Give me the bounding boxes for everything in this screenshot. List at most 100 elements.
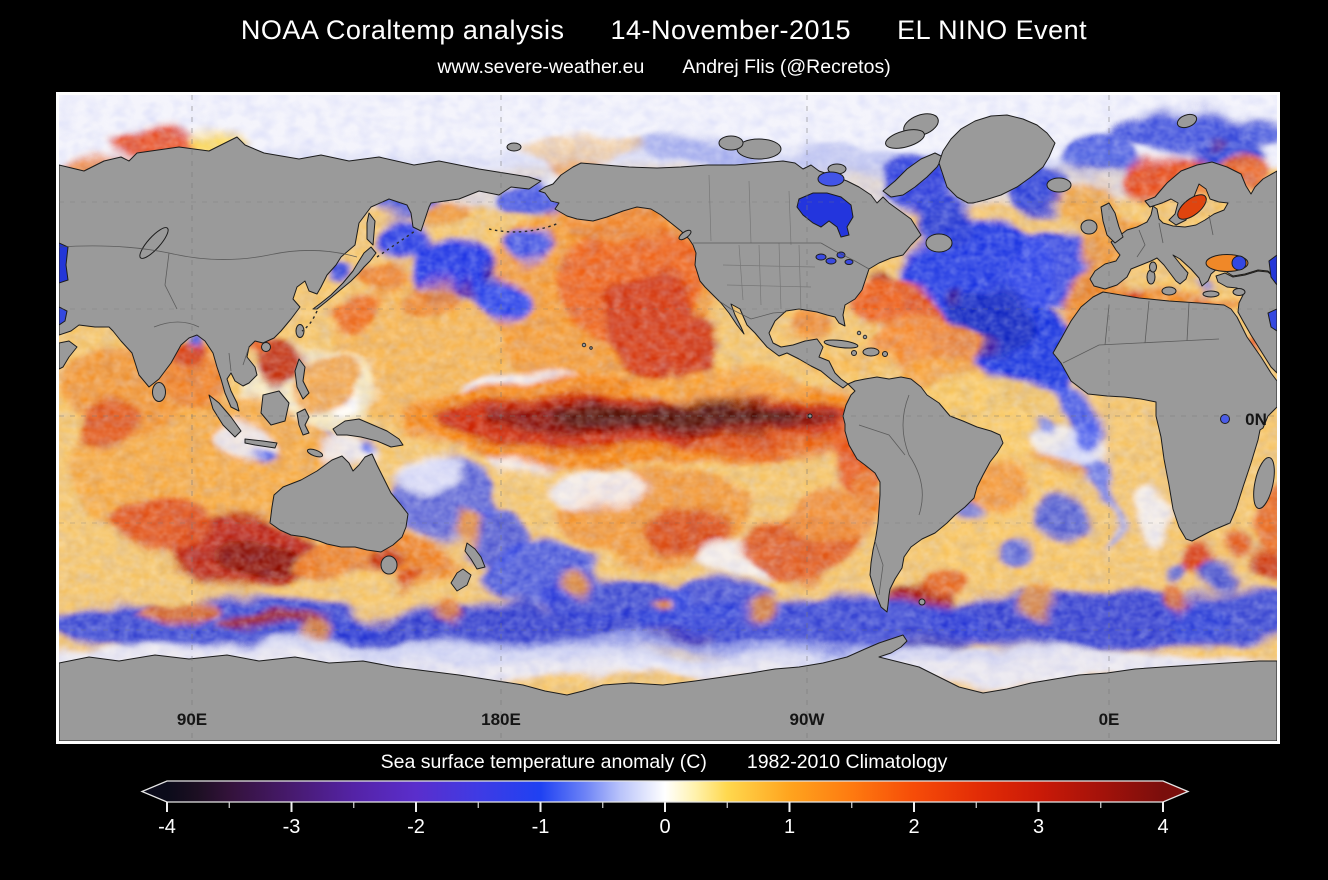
colorbar-tick-label: -3 — [283, 816, 301, 838]
island-crete — [1202, 290, 1220, 298]
island-bahamas — [856, 330, 862, 336]
island-japan — [312, 246, 377, 310]
island-sicily — [1161, 286, 1177, 296]
page-title: NOAA Coraltemp analysis 14-November-2015… — [0, 15, 1328, 46]
map-labels: 90E 180E 90W 0E 0N — [177, 410, 1267, 729]
island-galapagos — [807, 413, 813, 419]
lon-label-90e: 90E — [177, 710, 207, 729]
lat-label-0n: 0N — [1245, 410, 1267, 429]
graticule — [59, 95, 1277, 741]
inland-waters — [59, 171, 1277, 424]
title-analysis: NOAA Coraltemp analysis — [240, 15, 565, 45]
colorbar-title: Sea surface temperature anomaly (C) — [380, 751, 707, 773]
continent-antarctica — [59, 634, 1277, 741]
colorbar-minor-ticks — [228, 802, 1102, 808]
island-novaya-zemlya — [139, 227, 169, 259]
island-java — [244, 438, 278, 449]
lon-label-90w: 90W — [790, 710, 826, 729]
colorbar-gradient — [167, 781, 1163, 802]
great-lakes — [815, 251, 854, 265]
attribution-author: Andrej Flis (@Recretos) — [682, 56, 891, 78]
kuril-chain — [376, 230, 416, 258]
island-cyprus — [1232, 288, 1246, 296]
colorbar-ticks — [166, 802, 1164, 812]
colorbar-climatology: 1982-2010 Climatology — [746, 751, 948, 773]
attribution-site: www.severe-weather.eu — [437, 56, 645, 78]
colorbar-tick-label: 3 — [1033, 816, 1044, 838]
caspian-sea-west-sliver — [59, 242, 69, 284]
foxe-basin — [817, 171, 845, 187]
map-svg: 90E 180E 90W 0E 0N — [59, 95, 1277, 741]
arabia-edge — [59, 340, 78, 370]
baltic-sea — [1177, 194, 1207, 220]
island-banks — [718, 135, 744, 151]
island-svalbard — [1176, 113, 1198, 129]
island-sri-lanka — [152, 382, 166, 402]
island-vancouver — [678, 229, 692, 241]
island-hawaii-2 — [589, 346, 593, 350]
title-event: EL NINO Event — [897, 15, 1088, 45]
island-wrangel — [506, 142, 522, 152]
island-hispaniola — [862, 347, 880, 357]
island-new-zealand-north — [464, 542, 486, 570]
island-tasmania — [380, 555, 398, 575]
region-anatolia-arabia — [1215, 270, 1277, 374]
island-newfoundland — [925, 233, 953, 253]
colorbar-arrow-left — [142, 781, 167, 802]
state-borders — [708, 174, 816, 312]
black-sea — [1205, 254, 1249, 272]
colorbar-tick-label: -2 — [407, 816, 425, 838]
island-new-zealand-south — [450, 568, 472, 592]
country-borders — [59, 214, 1220, 596]
island-sumatra — [208, 394, 242, 438]
persian-gulf-west-sliver — [59, 306, 68, 326]
continent-africa — [1052, 291, 1277, 542]
continent-south-america — [842, 376, 1004, 613]
island-victoria — [736, 138, 782, 160]
island-new-guinea — [332, 418, 404, 448]
colorbar-arrow-right — [1163, 781, 1188, 802]
island-hainan — [261, 342, 271, 352]
aleutian-chain — [488, 222, 560, 233]
colorbar-tick-label: -1 — [532, 816, 550, 838]
lon-label-0e: 0E — [1099, 710, 1120, 729]
island-great-britain — [1100, 202, 1124, 244]
ryukyu-chain — [301, 310, 318, 332]
island-borneo — [260, 390, 290, 426]
world-map: 90E 180E 90W 0E 0N — [56, 92, 1280, 744]
island-taiwan — [295, 324, 305, 338]
island-corsica — [1149, 261, 1157, 273]
island-bahamas-2 — [862, 334, 868, 340]
island-sulawesi — [296, 408, 310, 436]
island-devon — [885, 129, 925, 149]
lon-label-180e: 180E — [481, 710, 521, 729]
hudson-bay — [796, 192, 854, 238]
island-iceland — [1046, 177, 1072, 193]
colorbar-tick-label: 1 — [784, 816, 795, 838]
caspian-sea-east-sliver — [1268, 254, 1277, 286]
lake-victoria — [1220, 414, 1230, 424]
island-puerto-rico — [882, 351, 888, 357]
colorbar: -4 -3 -2 -1 0 1 2 3 4 — [140, 780, 1190, 838]
continent-australia — [269, 453, 409, 553]
colorbar-tick-label: -4 — [158, 816, 176, 838]
island-philippines — [294, 358, 310, 400]
island-chains — [301, 222, 560, 332]
island-jamaica — [851, 350, 857, 356]
colorbar-tick-label: 2 — [908, 816, 919, 838]
colorbar-tick-label: 0 — [659, 816, 670, 838]
island-hawaii — [581, 342, 587, 348]
persian-gulf-east-sliver — [1267, 308, 1277, 332]
colorbar-tick-label: 4 — [1157, 816, 1168, 838]
title-date: 14-November-2015 — [610, 15, 852, 45]
island-timor — [306, 448, 324, 458]
island-ireland — [1080, 219, 1098, 235]
island-greenland — [938, 114, 1056, 204]
island-cuba — [823, 339, 859, 349]
colorbar-tick-labels: -4 -3 -2 -1 0 1 2 3 4 — [158, 816, 1168, 838]
attribution: www.severe-weather.eu Andrej Flis (@Recr… — [0, 56, 1328, 79]
island-falkland — [918, 598, 926, 606]
island-sakhalin — [366, 212, 376, 246]
small-islands — [581, 330, 868, 350]
